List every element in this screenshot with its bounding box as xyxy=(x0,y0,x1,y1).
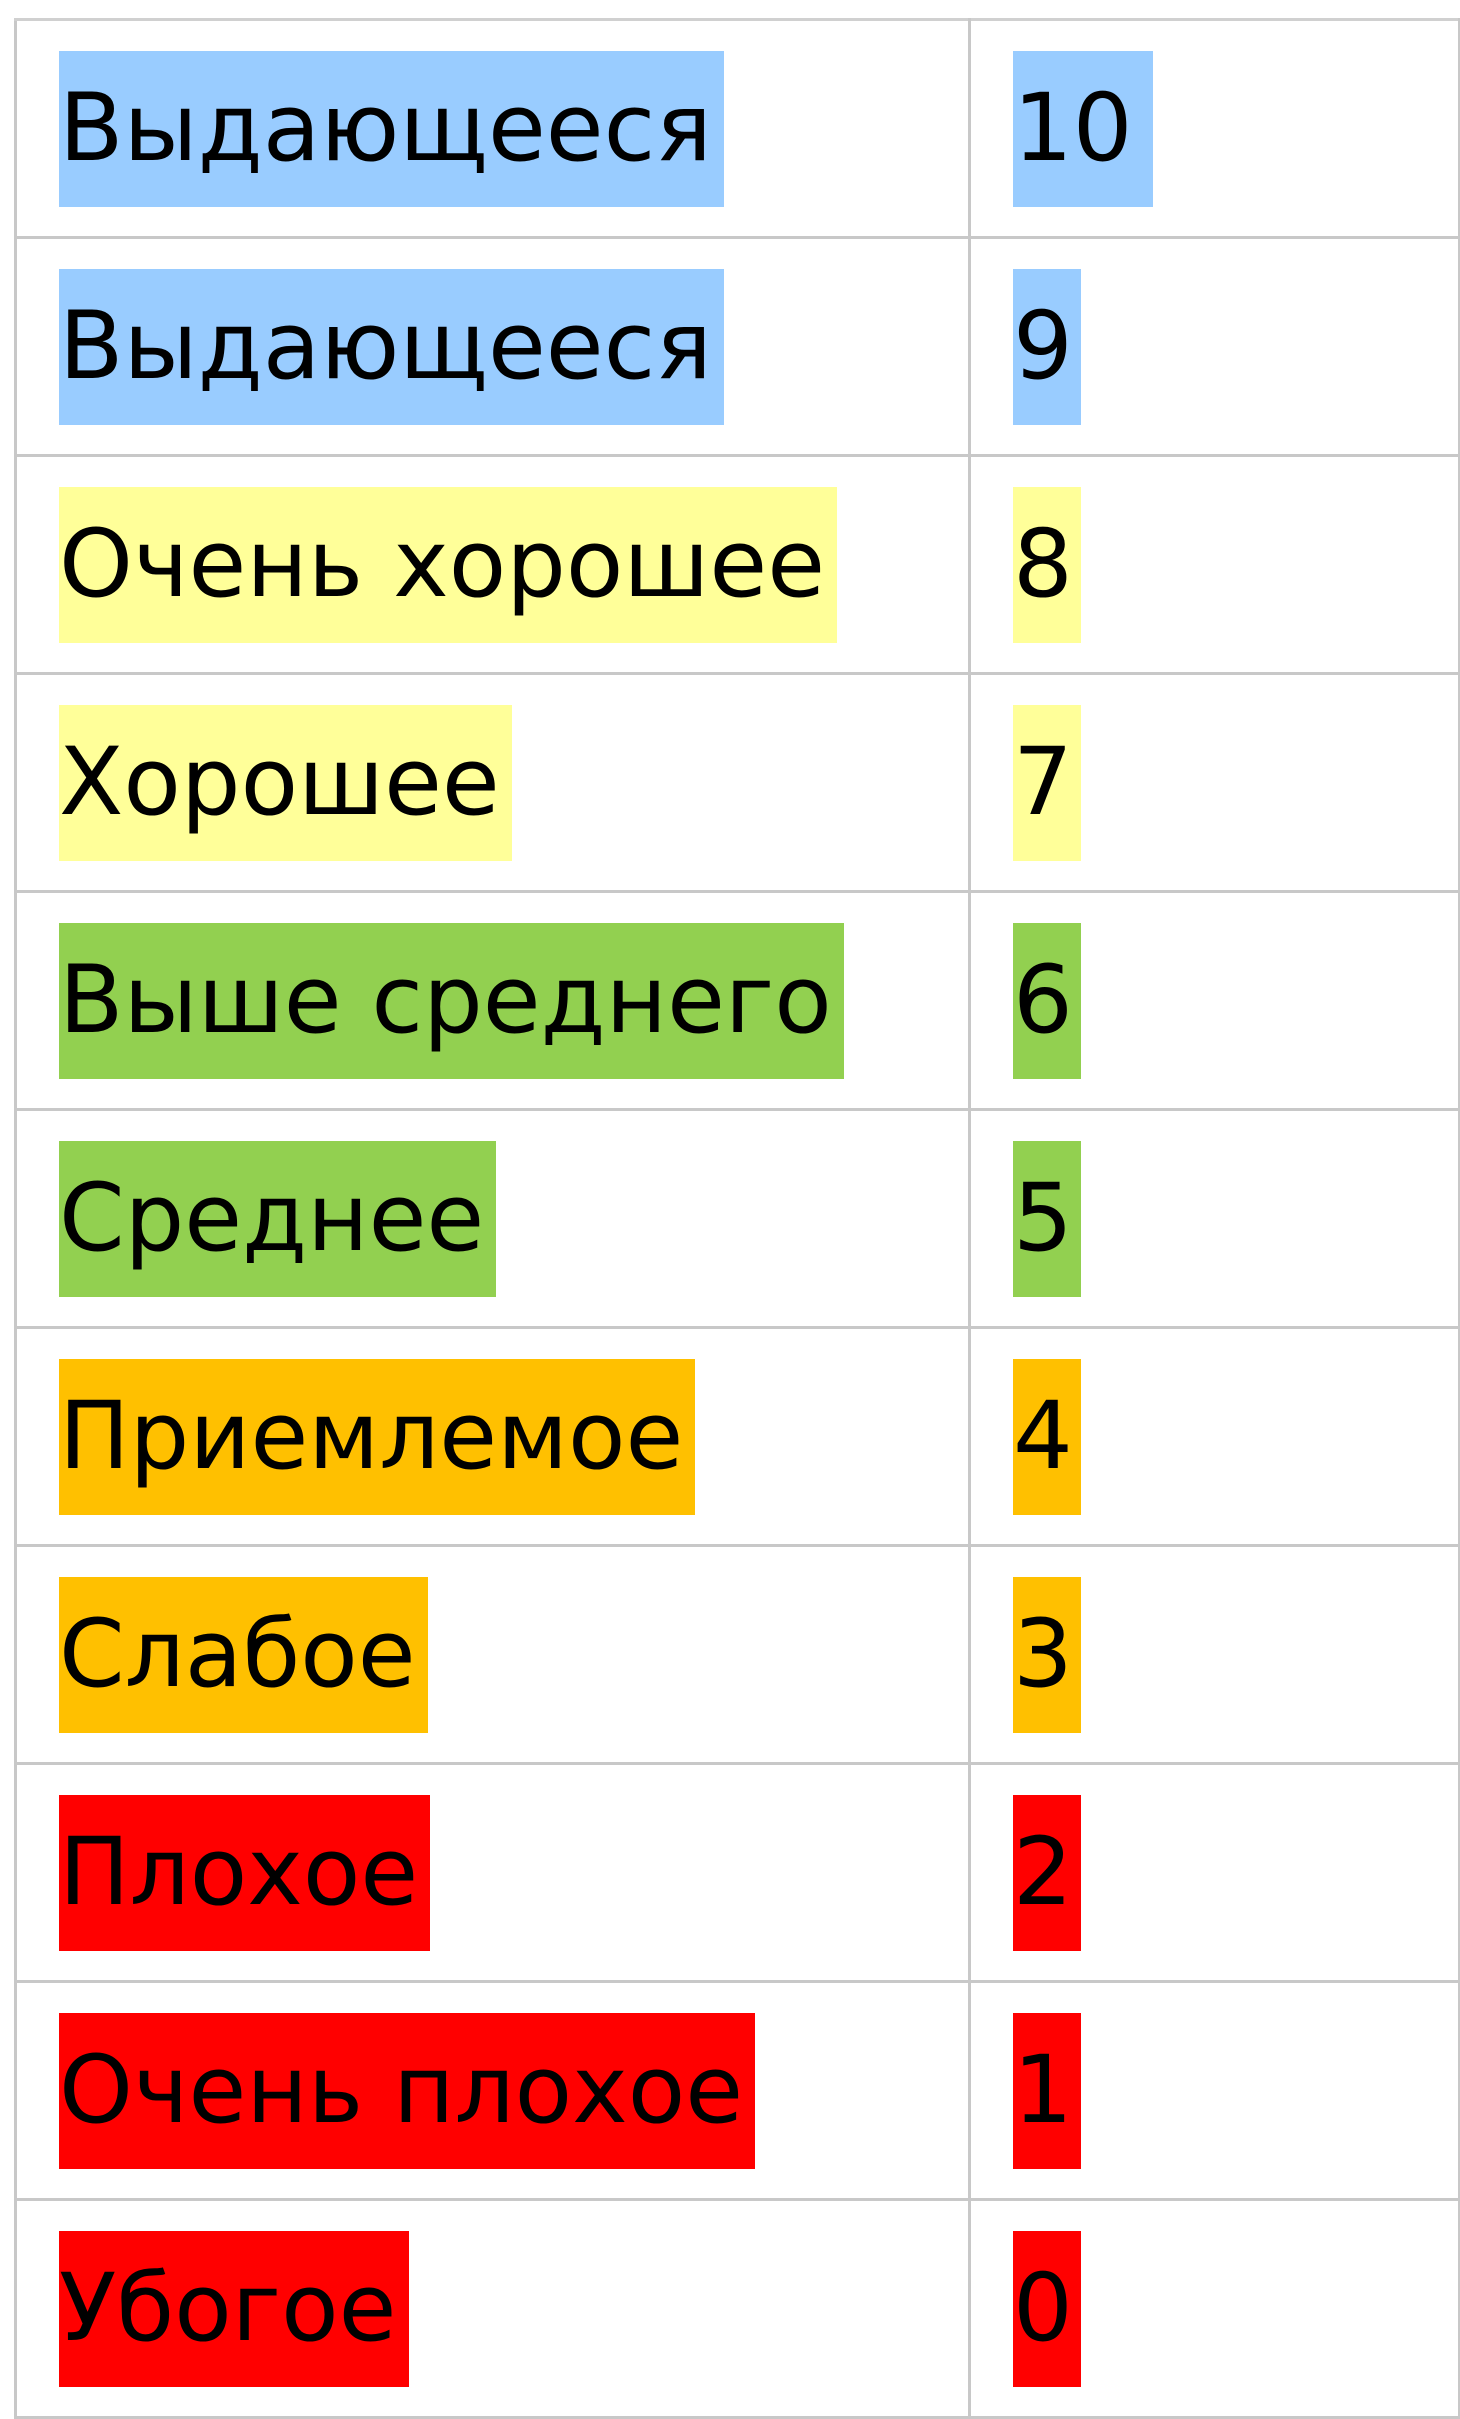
rating-label-cell[interactable]: Среднее xyxy=(14,1108,971,1329)
table-row: Выдающееся 10 xyxy=(14,18,1460,239)
rating-label: Приемлемое xyxy=(59,1358,696,1515)
rating-label-cell[interactable]: Приемлемое xyxy=(14,1326,971,1547)
table-row: Приемлемое 4 xyxy=(14,1326,1460,1547)
rating-label-cell[interactable]: Очень хорошее xyxy=(14,454,971,675)
rating-label-cell[interactable]: Плохое xyxy=(14,1762,971,1983)
rating-label: Убогое xyxy=(59,2230,409,2387)
rating-score-cell[interactable]: 4 xyxy=(968,1326,1460,1547)
rating-score: 10 xyxy=(1013,50,1153,207)
rating-label-cell[interactable]: Слабое xyxy=(14,1544,971,1765)
table-row: Очень плохое 1 xyxy=(14,1980,1460,2201)
table-row: Выше среднего 6 xyxy=(14,890,1460,1111)
table-row: Очень хорошее 8 xyxy=(14,454,1460,675)
rating-label: Очень хорошее xyxy=(59,486,838,643)
rating-score-cell[interactable]: 10 xyxy=(968,18,1460,239)
rating-label: Выдающееся xyxy=(59,50,724,207)
rating-score-cell[interactable]: 2 xyxy=(968,1762,1460,1983)
rating-score: 2 xyxy=(1013,1794,1081,1951)
rating-label: Слабое xyxy=(59,1576,428,1733)
rating-label-cell[interactable]: Хорошее xyxy=(14,672,971,893)
rating-label: Плохое xyxy=(59,1794,431,1951)
table-row: Слабое 3 xyxy=(14,1544,1460,1765)
rating-score: 3 xyxy=(1013,1576,1081,1733)
rating-label-cell[interactable]: Выдающееся xyxy=(14,236,971,457)
table-row: Убогое 0 xyxy=(14,2198,1460,2419)
rating-score-cell[interactable]: 1 xyxy=(968,1980,1460,2201)
rating-score: 0 xyxy=(1013,2230,1081,2387)
rating-score: 8 xyxy=(1013,486,1081,643)
rating-score-cell[interactable]: 5 xyxy=(968,1108,1460,1329)
rating-label: Очень плохое xyxy=(59,2012,756,2169)
rating-label: Выше среднего xyxy=(59,922,844,1079)
rating-score-cell[interactable]: 8 xyxy=(968,454,1460,675)
rating-score: 1 xyxy=(1013,2012,1081,2169)
rating-label: Хорошее xyxy=(59,704,512,861)
rating-label: Среднее xyxy=(59,1140,497,1297)
rating-score: 4 xyxy=(1013,1358,1081,1515)
rating-label-cell[interactable]: Выше среднего xyxy=(14,890,971,1111)
table-row: Хорошее 7 xyxy=(14,672,1460,893)
table-row: Выдающееся 9 xyxy=(14,236,1460,457)
rating-label-cell[interactable]: Выдающееся xyxy=(14,18,971,239)
rating-score: 7 xyxy=(1013,704,1081,861)
rating-label: Выдающееся xyxy=(59,268,724,425)
rating-score: 5 xyxy=(1013,1140,1081,1297)
rating-score-cell[interactable]: 6 xyxy=(968,890,1460,1111)
rating-score-cell[interactable]: 9 xyxy=(968,236,1460,457)
rating-score-cell[interactable]: 7 xyxy=(968,672,1460,893)
rating-label-cell[interactable]: Убогое xyxy=(14,2198,971,2419)
rating-score-cell[interactable]: 0 xyxy=(968,2198,1460,2419)
rating-scale-table: Выдающееся 10 Выдающееся 9 Очень хорошее… xyxy=(14,18,1460,2419)
table-row: Плохое 2 xyxy=(14,1762,1460,1983)
rating-score: 9 xyxy=(1013,268,1081,425)
rating-label-cell[interactable]: Очень плохое xyxy=(14,1980,971,2201)
rating-score-cell[interactable]: 3 xyxy=(968,1544,1460,1765)
rating-score: 6 xyxy=(1013,922,1081,1079)
table-row: Среднее 5 xyxy=(14,1108,1460,1329)
